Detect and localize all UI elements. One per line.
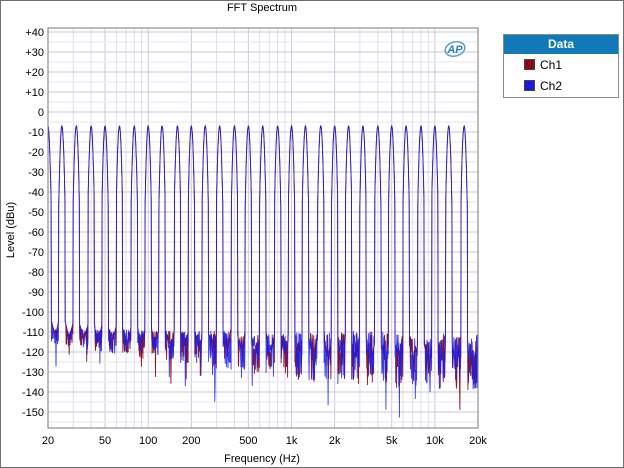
x-tick-label: 500 bbox=[239, 435, 257, 447]
y-tick-label: -150 bbox=[22, 407, 44, 419]
plot-border bbox=[47, 27, 479, 429]
x-tick-label: 20k bbox=[469, 435, 487, 447]
y-tick-label: -80 bbox=[28, 267, 44, 279]
x-tick-label: 10k bbox=[426, 435, 444, 447]
y-tick-label: -140 bbox=[22, 387, 44, 399]
chart-title: FFT Spectrum bbox=[227, 2, 297, 14]
legend-label-ch1: Ch1 bbox=[540, 57, 563, 72]
y-tick-label: -100 bbox=[22, 307, 44, 319]
legend-item-ch2[interactable]: Ch2 bbox=[504, 75, 618, 96]
ch1-swatch bbox=[524, 59, 535, 70]
y-tick-label: +30 bbox=[25, 47, 44, 59]
y-tick-label: -120 bbox=[22, 347, 44, 359]
y-tick-label: 0 bbox=[38, 107, 44, 119]
y-tick-label: -40 bbox=[28, 187, 44, 199]
x-tick-label: 50 bbox=[99, 435, 111, 447]
y-tick-label: -130 bbox=[22, 367, 44, 379]
legend: Data Ch1 Ch2 bbox=[503, 34, 619, 98]
x-tick-label: 200 bbox=[182, 435, 200, 447]
y-tick-label: +20 bbox=[25, 67, 44, 79]
y-tick-label: -70 bbox=[28, 247, 44, 259]
y-tick-label: +40 bbox=[25, 27, 44, 39]
x-axis-label: Frequency (Hz) bbox=[224, 453, 300, 465]
ap-logo-icon: AP bbox=[444, 41, 466, 57]
x-tick-label: 100 bbox=[139, 435, 157, 447]
y-tick-label: -20 bbox=[28, 147, 44, 159]
y-tick-label: -50 bbox=[28, 207, 44, 219]
legend-item-ch1[interactable]: Ch1 bbox=[504, 54, 618, 75]
y-axis-label: Level (dBu) bbox=[5, 202, 17, 258]
y-tick-label: +10 bbox=[25, 87, 44, 99]
y-tick-labels: +40 +30 +20 +10 0 -10 -20 -30 -40 -50 -60 -70 -80 -90… bbox=[22, 27, 44, 419]
y-tick-label: -110 bbox=[23, 327, 44, 339]
x-tick-label: 1k bbox=[286, 435, 298, 447]
x-tick-label: 20 bbox=[42, 435, 54, 447]
y-tick-label: -90 bbox=[28, 287, 44, 299]
logo-text: AP bbox=[446, 44, 463, 56]
y-tick-label: -10 bbox=[28, 127, 44, 139]
x-tick-labels: 20 50 100 200 500 1k 2k 5k 10k 20k bbox=[42, 435, 487, 447]
y-tick-label: -60 bbox=[28, 227, 44, 239]
plot-series bbox=[48, 124, 478, 418]
ch2-swatch bbox=[524, 80, 535, 91]
legend-title: Data bbox=[504, 35, 618, 54]
x-tick-label: 5k bbox=[386, 435, 398, 447]
legend-label-ch2: Ch2 bbox=[540, 78, 563, 93]
x-tick-label: 2k bbox=[329, 435, 341, 447]
series-ch2 bbox=[48, 124, 478, 418]
y-tick-label: -30 bbox=[28, 167, 44, 179]
